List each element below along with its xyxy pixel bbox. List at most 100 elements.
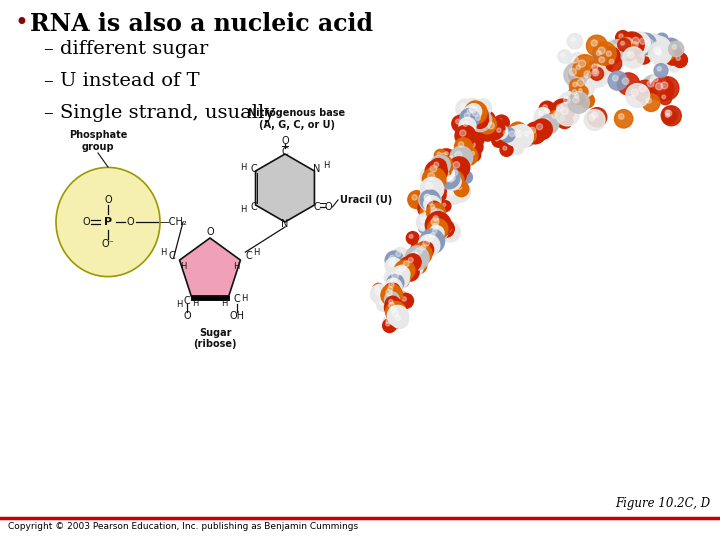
Circle shape xyxy=(394,269,410,285)
Circle shape xyxy=(472,113,489,130)
Text: C: C xyxy=(184,296,191,306)
Circle shape xyxy=(451,182,470,202)
Circle shape xyxy=(482,119,487,125)
Circle shape xyxy=(441,167,444,171)
Circle shape xyxy=(433,189,446,201)
Circle shape xyxy=(619,32,644,57)
Circle shape xyxy=(623,47,644,68)
Circle shape xyxy=(420,205,436,221)
Circle shape xyxy=(591,40,598,46)
Circle shape xyxy=(423,172,428,177)
Circle shape xyxy=(592,112,598,118)
Text: H: H xyxy=(240,205,247,213)
Text: O: O xyxy=(206,227,214,237)
Circle shape xyxy=(634,43,647,55)
Circle shape xyxy=(663,51,678,66)
Circle shape xyxy=(598,47,609,58)
Text: Phosphate
group: Phosphate group xyxy=(69,130,127,152)
Circle shape xyxy=(463,151,469,157)
Circle shape xyxy=(384,272,395,283)
Circle shape xyxy=(598,65,603,70)
Circle shape xyxy=(432,185,438,191)
Circle shape xyxy=(671,43,675,47)
Text: Sugar
(ribose): Sugar (ribose) xyxy=(193,328,237,349)
Circle shape xyxy=(459,146,478,165)
Circle shape xyxy=(536,116,547,128)
Circle shape xyxy=(459,130,466,136)
Circle shape xyxy=(387,267,409,290)
Circle shape xyxy=(471,151,474,156)
Circle shape xyxy=(439,166,454,181)
Circle shape xyxy=(543,105,547,110)
Circle shape xyxy=(441,224,446,229)
Circle shape xyxy=(485,127,490,131)
Circle shape xyxy=(468,103,473,108)
Circle shape xyxy=(595,52,614,72)
Circle shape xyxy=(415,261,419,266)
Circle shape xyxy=(371,284,390,304)
Circle shape xyxy=(648,37,671,59)
Circle shape xyxy=(464,131,468,134)
Circle shape xyxy=(520,131,535,146)
Circle shape xyxy=(560,116,565,121)
Circle shape xyxy=(448,160,453,165)
Text: O: O xyxy=(126,217,134,227)
Circle shape xyxy=(661,82,668,89)
Circle shape xyxy=(626,84,649,107)
Circle shape xyxy=(591,69,606,84)
Circle shape xyxy=(580,93,595,108)
Circle shape xyxy=(536,123,549,136)
Circle shape xyxy=(429,226,444,241)
Circle shape xyxy=(536,118,547,129)
Text: H: H xyxy=(161,248,167,256)
Circle shape xyxy=(384,298,403,317)
Circle shape xyxy=(426,212,451,238)
Circle shape xyxy=(497,128,501,132)
Text: O: O xyxy=(325,202,332,212)
Circle shape xyxy=(408,258,413,262)
Circle shape xyxy=(430,233,435,238)
Circle shape xyxy=(390,255,395,261)
Circle shape xyxy=(446,176,451,181)
Circle shape xyxy=(428,163,444,178)
Text: —CH₂: —CH₂ xyxy=(160,217,188,227)
Circle shape xyxy=(564,63,588,87)
Text: C: C xyxy=(313,202,320,212)
Circle shape xyxy=(381,285,402,306)
Circle shape xyxy=(396,252,401,256)
Circle shape xyxy=(387,274,404,291)
Circle shape xyxy=(373,284,384,295)
Circle shape xyxy=(456,119,461,124)
Circle shape xyxy=(668,46,673,51)
Circle shape xyxy=(464,128,467,131)
Circle shape xyxy=(402,256,407,261)
Circle shape xyxy=(466,104,482,119)
Circle shape xyxy=(573,55,597,78)
Circle shape xyxy=(428,219,448,239)
Circle shape xyxy=(431,212,446,226)
Circle shape xyxy=(421,207,441,227)
Circle shape xyxy=(474,99,492,117)
Circle shape xyxy=(487,123,495,129)
Circle shape xyxy=(433,229,437,233)
Circle shape xyxy=(435,159,441,165)
Circle shape xyxy=(500,143,513,156)
Circle shape xyxy=(641,34,664,57)
Circle shape xyxy=(381,292,396,307)
Circle shape xyxy=(432,224,438,230)
Circle shape xyxy=(454,181,469,197)
Circle shape xyxy=(619,34,623,38)
Circle shape xyxy=(387,274,390,278)
Circle shape xyxy=(524,122,546,144)
Circle shape xyxy=(568,86,585,103)
Circle shape xyxy=(392,312,397,317)
Circle shape xyxy=(442,169,447,174)
Circle shape xyxy=(606,56,621,72)
Circle shape xyxy=(457,185,462,190)
Circle shape xyxy=(442,149,454,160)
Circle shape xyxy=(579,89,582,92)
Circle shape xyxy=(409,253,414,258)
Circle shape xyxy=(402,297,406,301)
Text: – Single strand, usually: – Single strand, usually xyxy=(44,104,275,122)
Circle shape xyxy=(662,38,680,55)
